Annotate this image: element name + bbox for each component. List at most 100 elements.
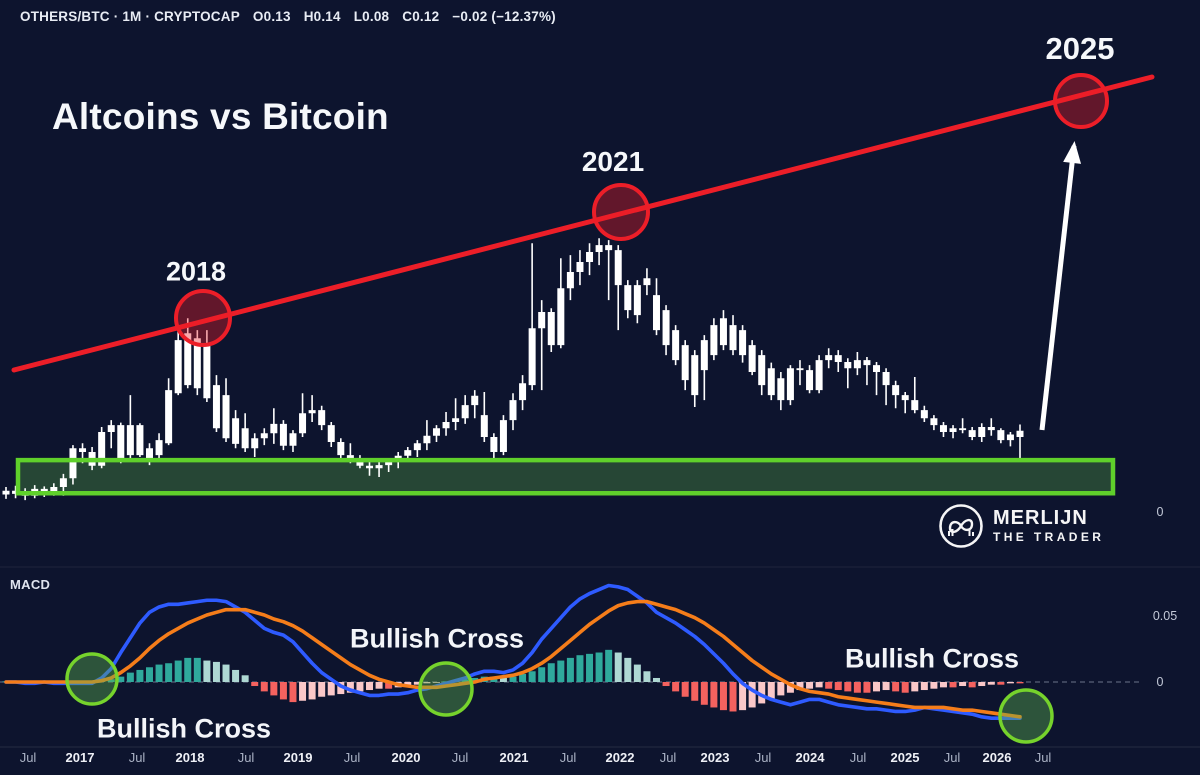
macd-histogram-bar bbox=[299, 682, 307, 701]
macd-histogram-bar bbox=[633, 664, 641, 682]
macd-histogram-bar bbox=[528, 671, 536, 682]
candlestick bbox=[289, 433, 297, 446]
candlestick bbox=[901, 395, 909, 401]
macd-histogram-bar bbox=[892, 682, 900, 692]
candlestick bbox=[758, 355, 766, 386]
x-axis-label: 2024 bbox=[795, 750, 825, 765]
macd-histogram-bar bbox=[126, 672, 134, 682]
macd-histogram-bar bbox=[901, 682, 909, 693]
macd-histogram-bar bbox=[853, 682, 861, 693]
candlestick bbox=[356, 460, 364, 466]
macd-histogram-bar bbox=[270, 682, 278, 696]
candlestick bbox=[672, 330, 680, 361]
macd-histogram-bar bbox=[212, 661, 220, 682]
candlestick bbox=[920, 410, 928, 419]
macd-histogram-bar bbox=[136, 669, 144, 682]
macd-histogram-bar bbox=[461, 679, 469, 682]
symbol-interval-source[interactable]: OTHERS/BTC · 1M · CRYPTOCAP bbox=[20, 9, 240, 24]
candlestick bbox=[643, 278, 651, 286]
candlestick bbox=[978, 427, 986, 437]
macd-scale-zero[interactable]: 0 bbox=[1156, 675, 1164, 689]
macd-histogram-bar bbox=[366, 682, 374, 691]
macd-histogram-bar bbox=[241, 675, 249, 682]
candlestick bbox=[557, 288, 565, 346]
macd-signal-line bbox=[4, 599, 1022, 719]
macd-histogram-bar bbox=[614, 652, 622, 682]
macd-histogram-bar bbox=[710, 682, 718, 708]
chart-annotation-title: Altcoins vs Bitcoin bbox=[52, 96, 389, 137]
candlestick bbox=[691, 355, 699, 396]
macd-histogram-bar bbox=[729, 682, 737, 712]
candlestick bbox=[2, 490, 10, 495]
candlestick bbox=[69, 448, 77, 479]
x-axis-label: Jul bbox=[19, 750, 37, 765]
candlestick bbox=[853, 360, 861, 369]
candlestick bbox=[911, 400, 919, 411]
ohlc-change: −0.02 (−12.37%) bbox=[452, 9, 556, 24]
candlestick bbox=[882, 372, 890, 386]
candlestick bbox=[270, 423, 278, 434]
candlestick bbox=[815, 360, 823, 391]
candlestick bbox=[499, 420, 507, 452]
ohlc-open: O0.13 bbox=[252, 9, 291, 24]
candlestick bbox=[299, 413, 307, 434]
indicator-label[interactable]: MACD bbox=[10, 577, 51, 592]
candlestick bbox=[710, 325, 718, 356]
macd-histogram-bar bbox=[222, 664, 230, 682]
macd-histogram-bar bbox=[1016, 682, 1024, 684]
macd-histogram-bar bbox=[423, 682, 431, 684]
x-axis-label: Jul bbox=[559, 750, 577, 765]
candlestick bbox=[337, 442, 345, 456]
candlestick bbox=[796, 368, 804, 371]
macd-histogram-bar bbox=[786, 682, 794, 693]
macd-histogram-bar bbox=[796, 682, 804, 691]
macd-histogram-bar bbox=[978, 682, 986, 687]
candlestick bbox=[98, 432, 106, 466]
macd-histogram-bar bbox=[939, 682, 947, 688]
candlestick bbox=[586, 252, 594, 262]
candlestick bbox=[700, 340, 708, 371]
candlestick bbox=[519, 383, 527, 401]
candlestick bbox=[241, 428, 249, 449]
price-scale-zero[interactable]: 0 bbox=[1156, 505, 1164, 519]
bullish-cross-circle bbox=[998, 688, 1054, 744]
peak-circle-2021 bbox=[592, 183, 650, 241]
candlestick bbox=[576, 262, 584, 272]
macd-histogram-bar bbox=[681, 682, 689, 697]
x-axis-label: 2020 bbox=[391, 750, 421, 765]
candlestick bbox=[480, 415, 488, 437]
candlestick bbox=[184, 333, 192, 386]
macd-histogram-bar bbox=[672, 682, 680, 692]
macd-scale-005[interactable]: 0.05 bbox=[1152, 609, 1178, 623]
candlestick bbox=[79, 448, 87, 452]
candlestick bbox=[366, 465, 374, 469]
x-axis-label: Jul bbox=[659, 750, 677, 765]
peak-year-label: 2021 bbox=[581, 146, 645, 177]
macd-histogram-bar bbox=[232, 669, 240, 682]
x-axis-label: 2025 bbox=[890, 750, 920, 765]
candlestick bbox=[939, 425, 947, 432]
macd-histogram-bar bbox=[432, 682, 440, 683]
macd-histogram-bar bbox=[155, 664, 163, 682]
trendline bbox=[11, 74, 1155, 373]
candlestick bbox=[279, 423, 287, 446]
candlestick bbox=[968, 430, 976, 437]
time-axis[interactable]: Jul 2017 Jul 2018 Jul 2019 Jul 2020 Jul 2021 Jul 20… bbox=[0, 750, 1200, 770]
macd-histogram-bar bbox=[174, 660, 182, 682]
peak-circle-2025 bbox=[1053, 73, 1109, 129]
macd-histogram-bar bbox=[691, 682, 699, 701]
candlestick bbox=[145, 448, 153, 461]
candlestick bbox=[452, 418, 460, 422]
candlestick bbox=[174, 340, 182, 394]
macd-histogram-bar bbox=[413, 682, 421, 685]
macd-histogram-bar bbox=[346, 682, 354, 693]
candlestick bbox=[107, 425, 115, 432]
candlestick bbox=[222, 395, 230, 439]
candlestick bbox=[633, 285, 641, 316]
macd-histogram-bar bbox=[834, 682, 842, 691]
candlestick bbox=[595, 245, 603, 252]
bullish-cross-label: Bullish Cross bbox=[349, 623, 525, 654]
macd-histogram-bar bbox=[576, 655, 584, 682]
macd-histogram-bar bbox=[959, 682, 967, 687]
